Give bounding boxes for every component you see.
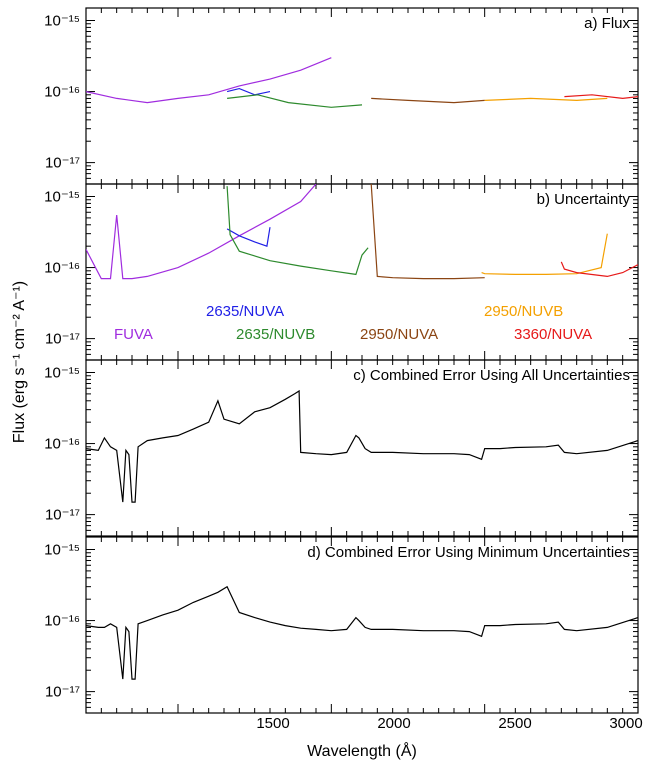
y-tick-label: 10⁻¹⁶ bbox=[44, 436, 80, 453]
panel-1: 10⁻¹⁷ 10⁻¹⁶ 10⁻¹⁵ b) Uncertainty bbox=[44, 183, 639, 361]
y-tick-label: 10⁻¹⁶ bbox=[44, 613, 80, 630]
y-tick-label: 10⁻¹⁵ bbox=[44, 13, 80, 30]
series-label-2950-nuvb: 2950/NUVB bbox=[484, 303, 563, 320]
series-line-2635-nuvb bbox=[227, 94, 363, 108]
panel-0: 10⁻¹⁷ 10⁻¹⁶ 10⁻¹⁵ a) Flux bbox=[44, 7, 639, 185]
y-tick-label: 10⁻¹⁶ bbox=[44, 260, 80, 277]
series-label-2635-nuva: 2635/NUVA bbox=[206, 303, 284, 320]
series-line-combined bbox=[86, 389, 638, 503]
y-tick-label: 10⁻¹⁷ bbox=[45, 331, 80, 348]
panels-group: 10⁻¹⁷ 10⁻¹⁶ 10⁻¹⁵ a) Flux 10⁻¹⁷ 10⁻¹⁶ 10⁻¹⁵ b) … bbox=[44, 7, 639, 714]
x-tick-label-2500: 2500 bbox=[498, 715, 531, 732]
y-tick-label: 10⁻¹⁷ bbox=[45, 684, 80, 701]
x-tick-label-1500: 1500 bbox=[256, 715, 289, 732]
series-label-3360-nuva: 3360/NUVA bbox=[514, 326, 592, 343]
series-label-2635-nuvb: 2635/NUVB bbox=[236, 326, 315, 343]
series-group bbox=[86, 57, 638, 108]
x-tick-label-3000: 3000 bbox=[609, 715, 642, 732]
series-line-2950-nuva bbox=[370, 184, 485, 280]
series-group bbox=[86, 389, 638, 503]
panel-2: 10⁻¹⁷ 10⁻¹⁶ 10⁻¹⁵ c) Combined Error Using A… bbox=[44, 359, 639, 537]
x-axis-title: Wavelength (Å) bbox=[307, 741, 417, 760]
series-line-combined bbox=[86, 585, 638, 680]
y-tick-label: 10⁻¹⁷ bbox=[45, 155, 80, 172]
series-line-3360-nuva bbox=[560, 261, 638, 278]
series-labels: FUVA 2635/NUVA 2635/NUVB 2950/NUVA 2950/… bbox=[114, 303, 592, 343]
series-line-fuva bbox=[86, 57, 332, 104]
y-axis-title: Flux (erg s⁻¹ cm⁻² A⁻¹) bbox=[11, 281, 28, 443]
panel-title: c) Combined Error Using All Uncertaintie… bbox=[353, 367, 630, 384]
series-label-fuva: FUVA bbox=[114, 326, 153, 343]
series-group bbox=[86, 585, 638, 680]
y-tick-label: 10⁻¹⁵ bbox=[44, 365, 80, 382]
panel-title: a) Flux bbox=[584, 15, 630, 32]
series-group bbox=[86, 184, 638, 280]
series-line-2635-nuva bbox=[226, 87, 271, 96]
panel-frame bbox=[85, 536, 639, 714]
panel-title: d) Combined Error Using Minimum Uncertai… bbox=[307, 544, 630, 561]
y-tick-label: 10⁻¹⁷ bbox=[45, 507, 80, 524]
panel-frame bbox=[85, 7, 639, 185]
panel-title: b) Uncertainty bbox=[537, 191, 631, 208]
series-line-2635-nuva bbox=[226, 227, 271, 248]
y-tick-label: 10⁻¹⁶ bbox=[44, 84, 80, 101]
series-label-2950-nuva: 2950/NUVA bbox=[360, 326, 438, 343]
series-line-2950-nuva bbox=[371, 97, 485, 104]
series-line-2635-nuvb bbox=[226, 186, 369, 276]
x-tick-labels: 1500 2000 2500 3000 bbox=[256, 715, 642, 732]
y-tick-label: 10⁻¹⁵ bbox=[44, 189, 80, 206]
series-line-2950-nuvb bbox=[484, 97, 608, 102]
series-line-2950-nuvb bbox=[481, 233, 608, 275]
y-tick-label: 10⁻¹⁵ bbox=[44, 542, 80, 559]
panel-3: 10⁻¹⁷ 10⁻¹⁶ 10⁻¹⁵ d) Combined Error Using M… bbox=[44, 536, 639, 714]
series-line-3360-nuva bbox=[564, 94, 638, 100]
series-line-fuva bbox=[86, 184, 317, 280]
x-tick-label-2000: 2000 bbox=[377, 715, 410, 732]
panel-frame bbox=[85, 359, 639, 537]
